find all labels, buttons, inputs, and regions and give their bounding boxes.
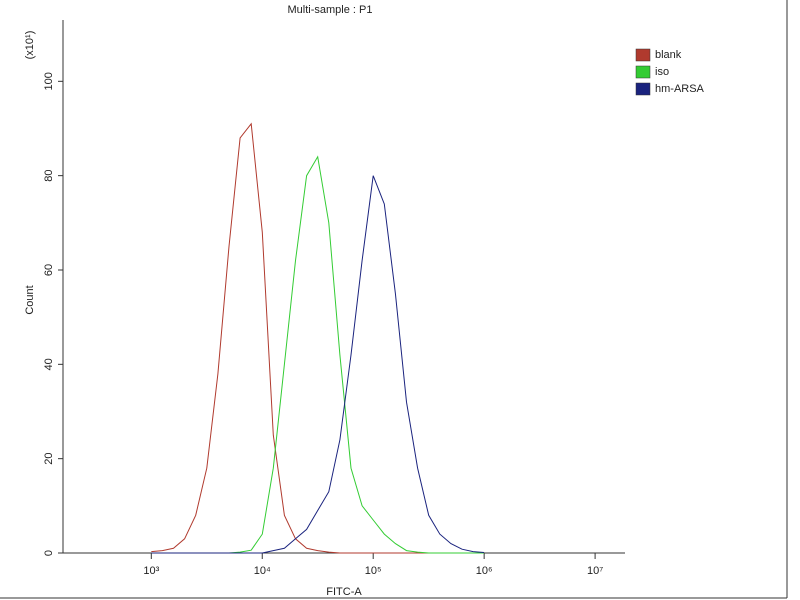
y-scale-label: (x10¹)	[24, 31, 36, 60]
y-tick-label: 20	[43, 453, 55, 465]
y-axis-label: Count	[24, 285, 36, 314]
legend-swatch	[635, 65, 651, 79]
legend-swatch	[635, 48, 651, 62]
legend-swatch	[635, 82, 651, 96]
y-tick-label: 80	[43, 170, 55, 182]
y-tick-label: 0	[43, 550, 55, 556]
chart-title: Multi-sample : P1	[288, 4, 373, 16]
legend-label: hm-ARSA	[655, 83, 705, 95]
x-tick-label: 10³	[143, 565, 159, 577]
legend-label: blank	[655, 49, 682, 61]
y-tick-label: 100	[43, 72, 55, 90]
x-tick-label: 10⁷	[587, 565, 603, 577]
y-tick-label: 40	[43, 358, 55, 370]
legend-label: iso	[655, 66, 669, 78]
x-tick-label: 10⁵	[365, 565, 382, 577]
y-tick-label: 60	[43, 264, 55, 276]
series-line	[151, 122, 485, 554]
x-axis-label: FITC-A	[326, 586, 362, 598]
x-tick-label: 10⁶	[476, 565, 493, 577]
x-tick-label: 10⁴	[254, 565, 271, 577]
series-line	[151, 175, 485, 554]
